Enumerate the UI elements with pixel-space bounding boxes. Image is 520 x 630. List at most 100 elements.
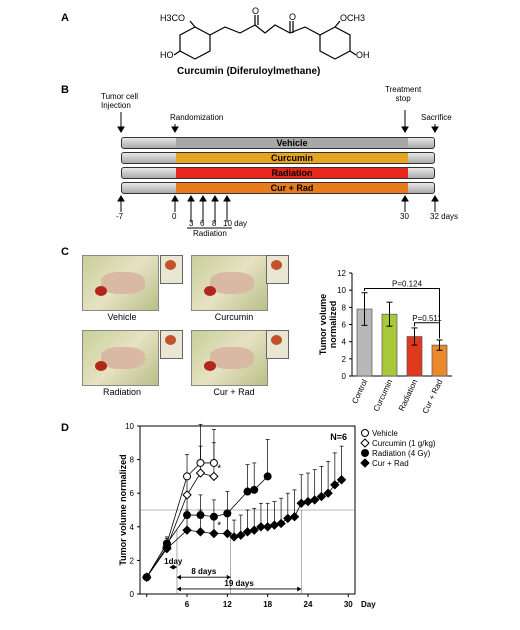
panel-label-a: A — [61, 12, 69, 24]
span-19days-label: 19 days — [224, 579, 254, 588]
rad-day-3: 3 — [189, 219, 194, 228]
legend-marker — [361, 449, 369, 457]
data-point — [209, 458, 218, 467]
legend-label-0: Vehicle — [372, 429, 398, 438]
structure-right-oh: OH — [356, 50, 370, 60]
line-ytick-label: 10 — [125, 422, 134, 431]
bracket-p1 — [364, 287, 440, 339]
bar-ytick-label: 10 — [337, 286, 346, 295]
tick-minus7: -7 — [116, 212, 124, 221]
legend-marker — [360, 458, 370, 468]
line-xtick-label: 30 — [344, 600, 353, 609]
structure-left-oh: HO — [160, 50, 174, 60]
timeline-bar-cur-rad: Cur + Rad — [121, 182, 435, 194]
tick-0: 0 — [172, 212, 177, 221]
data-point — [296, 498, 306, 508]
line-xtick-label: 6 — [185, 600, 190, 609]
data-point — [183, 511, 192, 520]
data-point — [323, 488, 333, 498]
inset-radiation — [160, 330, 183, 359]
data-point — [209, 471, 219, 482]
data-point — [183, 472, 192, 481]
data-point — [243, 487, 252, 496]
rad-day-10: 10 day — [223, 219, 248, 228]
data-point — [182, 490, 192, 500]
significance-star-1: * — [217, 463, 221, 474]
data-point — [250, 485, 259, 494]
data-point — [283, 513, 293, 524]
data-point — [336, 475, 347, 485]
legend-label-3: Cur + Rad — [372, 459, 409, 468]
timeline-bar-radiation: Radiation — [121, 167, 435, 179]
legend-marker — [361, 429, 369, 437]
data-point — [223, 509, 232, 518]
line-x-label: Day — [361, 600, 376, 609]
panel-label-d: D — [61, 422, 69, 434]
data-point — [182, 525, 192, 535]
inset-vehicle — [160, 255, 183, 284]
data-point — [195, 468, 206, 478]
structure-right-group: OCH3 — [340, 13, 366, 23]
bar-label-curcumin: Curcumin — [270, 153, 313, 163]
line-ytick-label: 6 — [130, 489, 135, 498]
n-label: N=6 — [330, 432, 347, 442]
line-ytick-label: 2 — [130, 556, 135, 565]
data-point — [142, 572, 152, 582]
span-1day-arrow-left — [169, 564, 174, 570]
data-point — [263, 472, 272, 481]
curcumin-structure — [173, 15, 357, 60]
bar-ytick-label: 0 — [342, 372, 347, 381]
structure-name: Curcumin (Diferuloylmethane) — [177, 66, 321, 77]
data-point — [289, 512, 300, 522]
data-point — [196, 511, 205, 520]
data-point — [330, 480, 340, 490]
span-1day-arrow-right — [172, 564, 177, 570]
photo-radiation — [82, 330, 159, 386]
tick-30: 30 — [400, 212, 409, 221]
p-value-2: P=0.511 — [412, 314, 442, 323]
significance-star-2: * — [217, 520, 221, 531]
data-point — [222, 528, 233, 539]
data-point — [209, 512, 218, 521]
data-point — [196, 458, 205, 467]
photo-label-radiation: Radiation — [102, 387, 142, 397]
line-y-label: Tumor volume normalized — [118, 454, 128, 565]
structure-o1: O — [252, 6, 260, 16]
tick-32: 32 days — [430, 212, 459, 221]
timeline-bar-vehicle: Vehicle — [121, 137, 435, 149]
data-point — [195, 527, 206, 537]
label-sacrifice: Sacrifice — [421, 113, 452, 122]
data-point — [276, 518, 286, 529]
structure-left-group: H3CO — [160, 13, 186, 23]
span-19days-arrow-left — [176, 586, 181, 592]
data-point — [303, 496, 313, 507]
bar-ytick-label: 2 — [342, 355, 347, 364]
treatment-segment-radiation — [176, 168, 408, 178]
data-point — [236, 530, 246, 540]
bar-ytick-label: 6 — [342, 321, 347, 330]
line-xtick-label: 18 — [263, 600, 272, 609]
structure-o2: O — [289, 12, 297, 22]
photo-label-vehicle: Vehicle — [107, 312, 137, 322]
timeline-bar-curcumin: Curcumin — [121, 152, 435, 164]
rad-day-8: 8 — [212, 219, 217, 228]
bar-ytick-label: 8 — [342, 303, 347, 312]
line-ytick-label: 8 — [130, 456, 135, 465]
legend-marker — [360, 438, 370, 448]
bar-category-label: Radiation — [397, 378, 419, 412]
bar-ytick-label: 12 — [337, 269, 346, 278]
label-treatment-stop: Treatment stop — [385, 85, 422, 103]
panel-label-c: C — [61, 246, 69, 258]
data-point — [269, 520, 280, 530]
photo-cur-rad — [191, 330, 268, 386]
label-tumor-injection: Tumor cell Injection — [101, 92, 139, 110]
bar-label-radiation: Radiation — [271, 168, 313, 178]
legend-label-2: Radiation (4 Gy) — [372, 449, 431, 458]
line-ytick-label: 0 — [130, 590, 135, 599]
radiation-label: Radiation — [193, 229, 227, 238]
treatment-segment-curcumin — [176, 153, 408, 163]
p-value-1: P=0.124 — [392, 279, 423, 288]
line-xtick-label: 12 — [223, 600, 232, 609]
